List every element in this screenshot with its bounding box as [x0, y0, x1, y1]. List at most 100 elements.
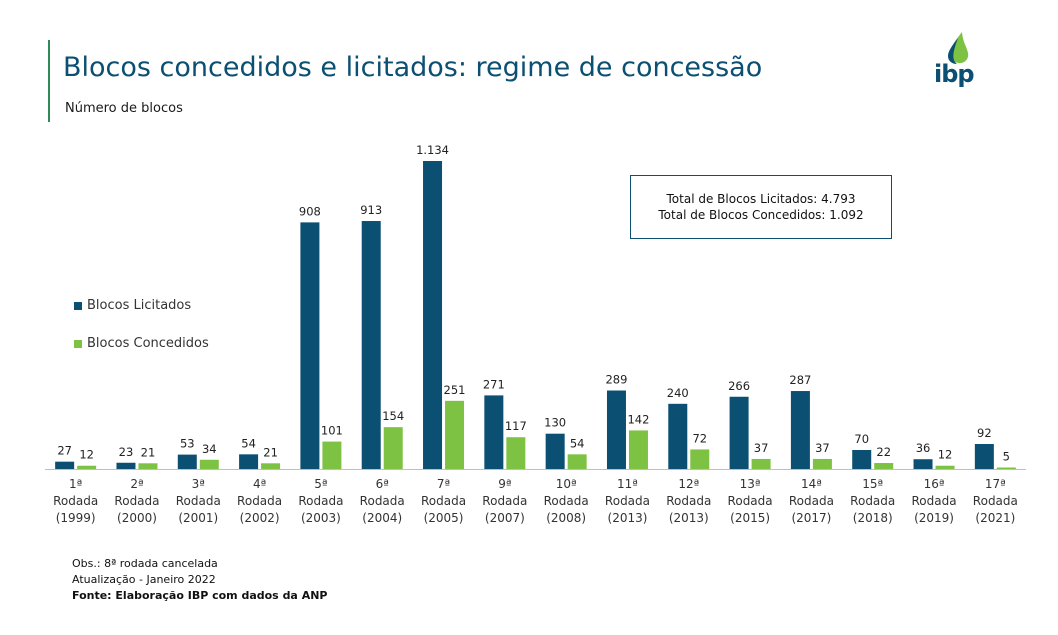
bar-concedidos-2	[138, 463, 158, 469]
value-label-concedidos-14: 22	[876, 445, 891, 459]
bar-concedidos-3	[199, 459, 219, 469]
value-label-licitados-12: 266	[728, 379, 750, 393]
value-label-licitados-6: 913	[360, 203, 382, 217]
category-label-7-line-1: 7ª	[437, 477, 450, 491]
category-label-10-line-1: 11ª	[617, 477, 638, 491]
ibp-logo-text: ibp	[934, 60, 975, 88]
category-label-4-line-3: (2002)	[240, 511, 280, 525]
bar-concedidos-11	[690, 449, 710, 469]
category-label-10-line-2: Rodada	[605, 494, 650, 508]
category-label-10-line-3: (2013)	[608, 511, 648, 525]
bar-licitados-8	[484, 395, 504, 469]
category-label-12-line-1: 13ª	[740, 477, 761, 491]
value-label-licitados-4: 54	[241, 436, 256, 450]
category-label-15-line-1: 16ª	[924, 477, 945, 491]
note-obs: Obs.: 8ª rodada cancelada	[72, 557, 218, 570]
bar-concedidos-13	[812, 458, 832, 469]
value-label-concedidos-12: 37	[754, 441, 769, 455]
value-label-concedidos-15: 12	[938, 448, 953, 462]
footnotes: Obs.: 8ª rodada cancelada Atualização - …	[72, 556, 327, 604]
bar-licitados-4	[239, 454, 259, 469]
bar-licitados-13	[790, 391, 810, 469]
value-label-concedidos-2: 21	[141, 445, 156, 459]
category-label-13-line-1: 14ª	[801, 477, 822, 491]
bar-concedidos-12	[751, 458, 771, 469]
value-label-licitados-2: 23	[119, 445, 134, 459]
note-update: Atualização - Janeiro 2022	[72, 573, 216, 586]
page-title: Blocos concedidos e licitados: regime de…	[63, 52, 763, 83]
category-label-1-line-2: Rodada	[53, 494, 98, 508]
value-label-concedidos-9: 54	[570, 436, 585, 450]
legend-licitados: Blocos Licitados	[74, 298, 191, 313]
totals-licitados: Total de Blocos Licitados: 4.793	[666, 192, 856, 206]
accent-bar	[48, 40, 50, 122]
category-label-8-line-3: (2007)	[485, 511, 525, 525]
category-label-15-line-3: (2019)	[914, 511, 954, 525]
category-label-6-line-2: Rodada	[360, 494, 405, 508]
bar-licitados-3	[177, 454, 197, 469]
category-label-3-line-2: Rodada	[176, 494, 221, 508]
category-label-4-line-1: 4ª	[253, 477, 266, 491]
value-label-licitados-14: 70	[854, 432, 869, 446]
category-label-11-line-1: 12ª	[678, 477, 699, 491]
bar-licitados-16	[974, 444, 994, 469]
category-label-5-line-2: Rodada	[298, 494, 343, 508]
category-label-3-line-1: 3ª	[192, 477, 205, 491]
category-label-9-line-3: (2008)	[546, 511, 586, 525]
note-source: Fonte: Elaboração IBP com dados da ANP	[72, 589, 328, 602]
category-label-7-line-2: Rodada	[421, 494, 466, 508]
category-label-2-line-3: (2000)	[117, 511, 157, 525]
bar-licitados-5	[300, 222, 320, 469]
category-label-16-line-3: (2021)	[975, 511, 1015, 525]
value-label-licitados-7: 1.134	[416, 143, 449, 157]
legend-concedidos: Blocos Concedidos	[74, 336, 209, 351]
value-label-concedidos-3: 34	[202, 442, 217, 456]
category-label-1-line-1: 1ª	[69, 477, 82, 491]
category-label-13-line-3: (2017)	[791, 511, 831, 525]
value-label-licitados-3: 53	[180, 437, 195, 451]
category-label-11-line-3: (2013)	[669, 511, 709, 525]
value-label-licitados-13: 287	[789, 373, 811, 387]
value-label-concedidos-5: 101	[321, 424, 343, 438]
category-label-12-line-3: (2015)	[730, 511, 770, 525]
value-label-licitados-15: 36	[916, 441, 931, 455]
category-label-8-line-1: 9ª	[498, 477, 511, 491]
category-label-8-line-2: Rodada	[482, 494, 527, 508]
legend-swatch-licitados	[74, 301, 82, 310]
bar-licitados-1	[55, 461, 75, 469]
category-label-1-line-3: (1999)	[56, 511, 96, 525]
category-label-2-line-1: 2ª	[130, 477, 143, 491]
category-label-11-line-2: Rodada	[666, 494, 711, 508]
bar-licitados-6	[361, 221, 381, 469]
bar-licitados-9	[545, 433, 565, 469]
value-label-licitados-11: 240	[667, 386, 689, 400]
bar-concedidos-10	[628, 430, 648, 469]
category-label-5-line-3: (2003)	[301, 511, 341, 525]
legend-swatch-concedidos	[74, 339, 82, 348]
bar-licitados-7	[423, 161, 443, 469]
value-label-concedidos-4: 21	[263, 445, 278, 459]
totals-box: Total de Blocos Licitados: 4.793 Total d…	[630, 175, 892, 239]
value-label-concedidos-1: 12	[79, 448, 94, 462]
category-label-7-line-3: (2005)	[424, 511, 464, 525]
legend-label-licitados: Blocos Licitados	[87, 298, 192, 313]
value-label-licitados-16: 92	[977, 426, 992, 440]
category-label-6-line-1: 6ª	[376, 477, 389, 491]
value-label-concedidos-10: 142	[627, 412, 649, 426]
value-label-licitados-8: 271	[483, 377, 505, 391]
category-label-16-line-1: 17ª	[985, 477, 1006, 491]
category-label-14-line-2: Rodada	[850, 494, 895, 508]
bar-concedidos-8	[506, 437, 526, 469]
category-label-12-line-2: Rodada	[728, 494, 773, 508]
value-label-licitados-10: 289	[605, 373, 627, 387]
bar-concedidos-16	[996, 467, 1016, 469]
category-label-4-line-2: Rodada	[237, 494, 282, 508]
category-label-15-line-2: Rodada	[911, 494, 956, 508]
category-label-3-line-3: (2001)	[178, 511, 218, 525]
ibp-logo-icon	[948, 32, 969, 64]
bar-concedidos-1	[77, 465, 97, 469]
bar-concedidos-5	[322, 441, 342, 469]
category-label-2-line-2: Rodada	[114, 494, 159, 508]
bar-concedidos-15	[935, 465, 955, 469]
